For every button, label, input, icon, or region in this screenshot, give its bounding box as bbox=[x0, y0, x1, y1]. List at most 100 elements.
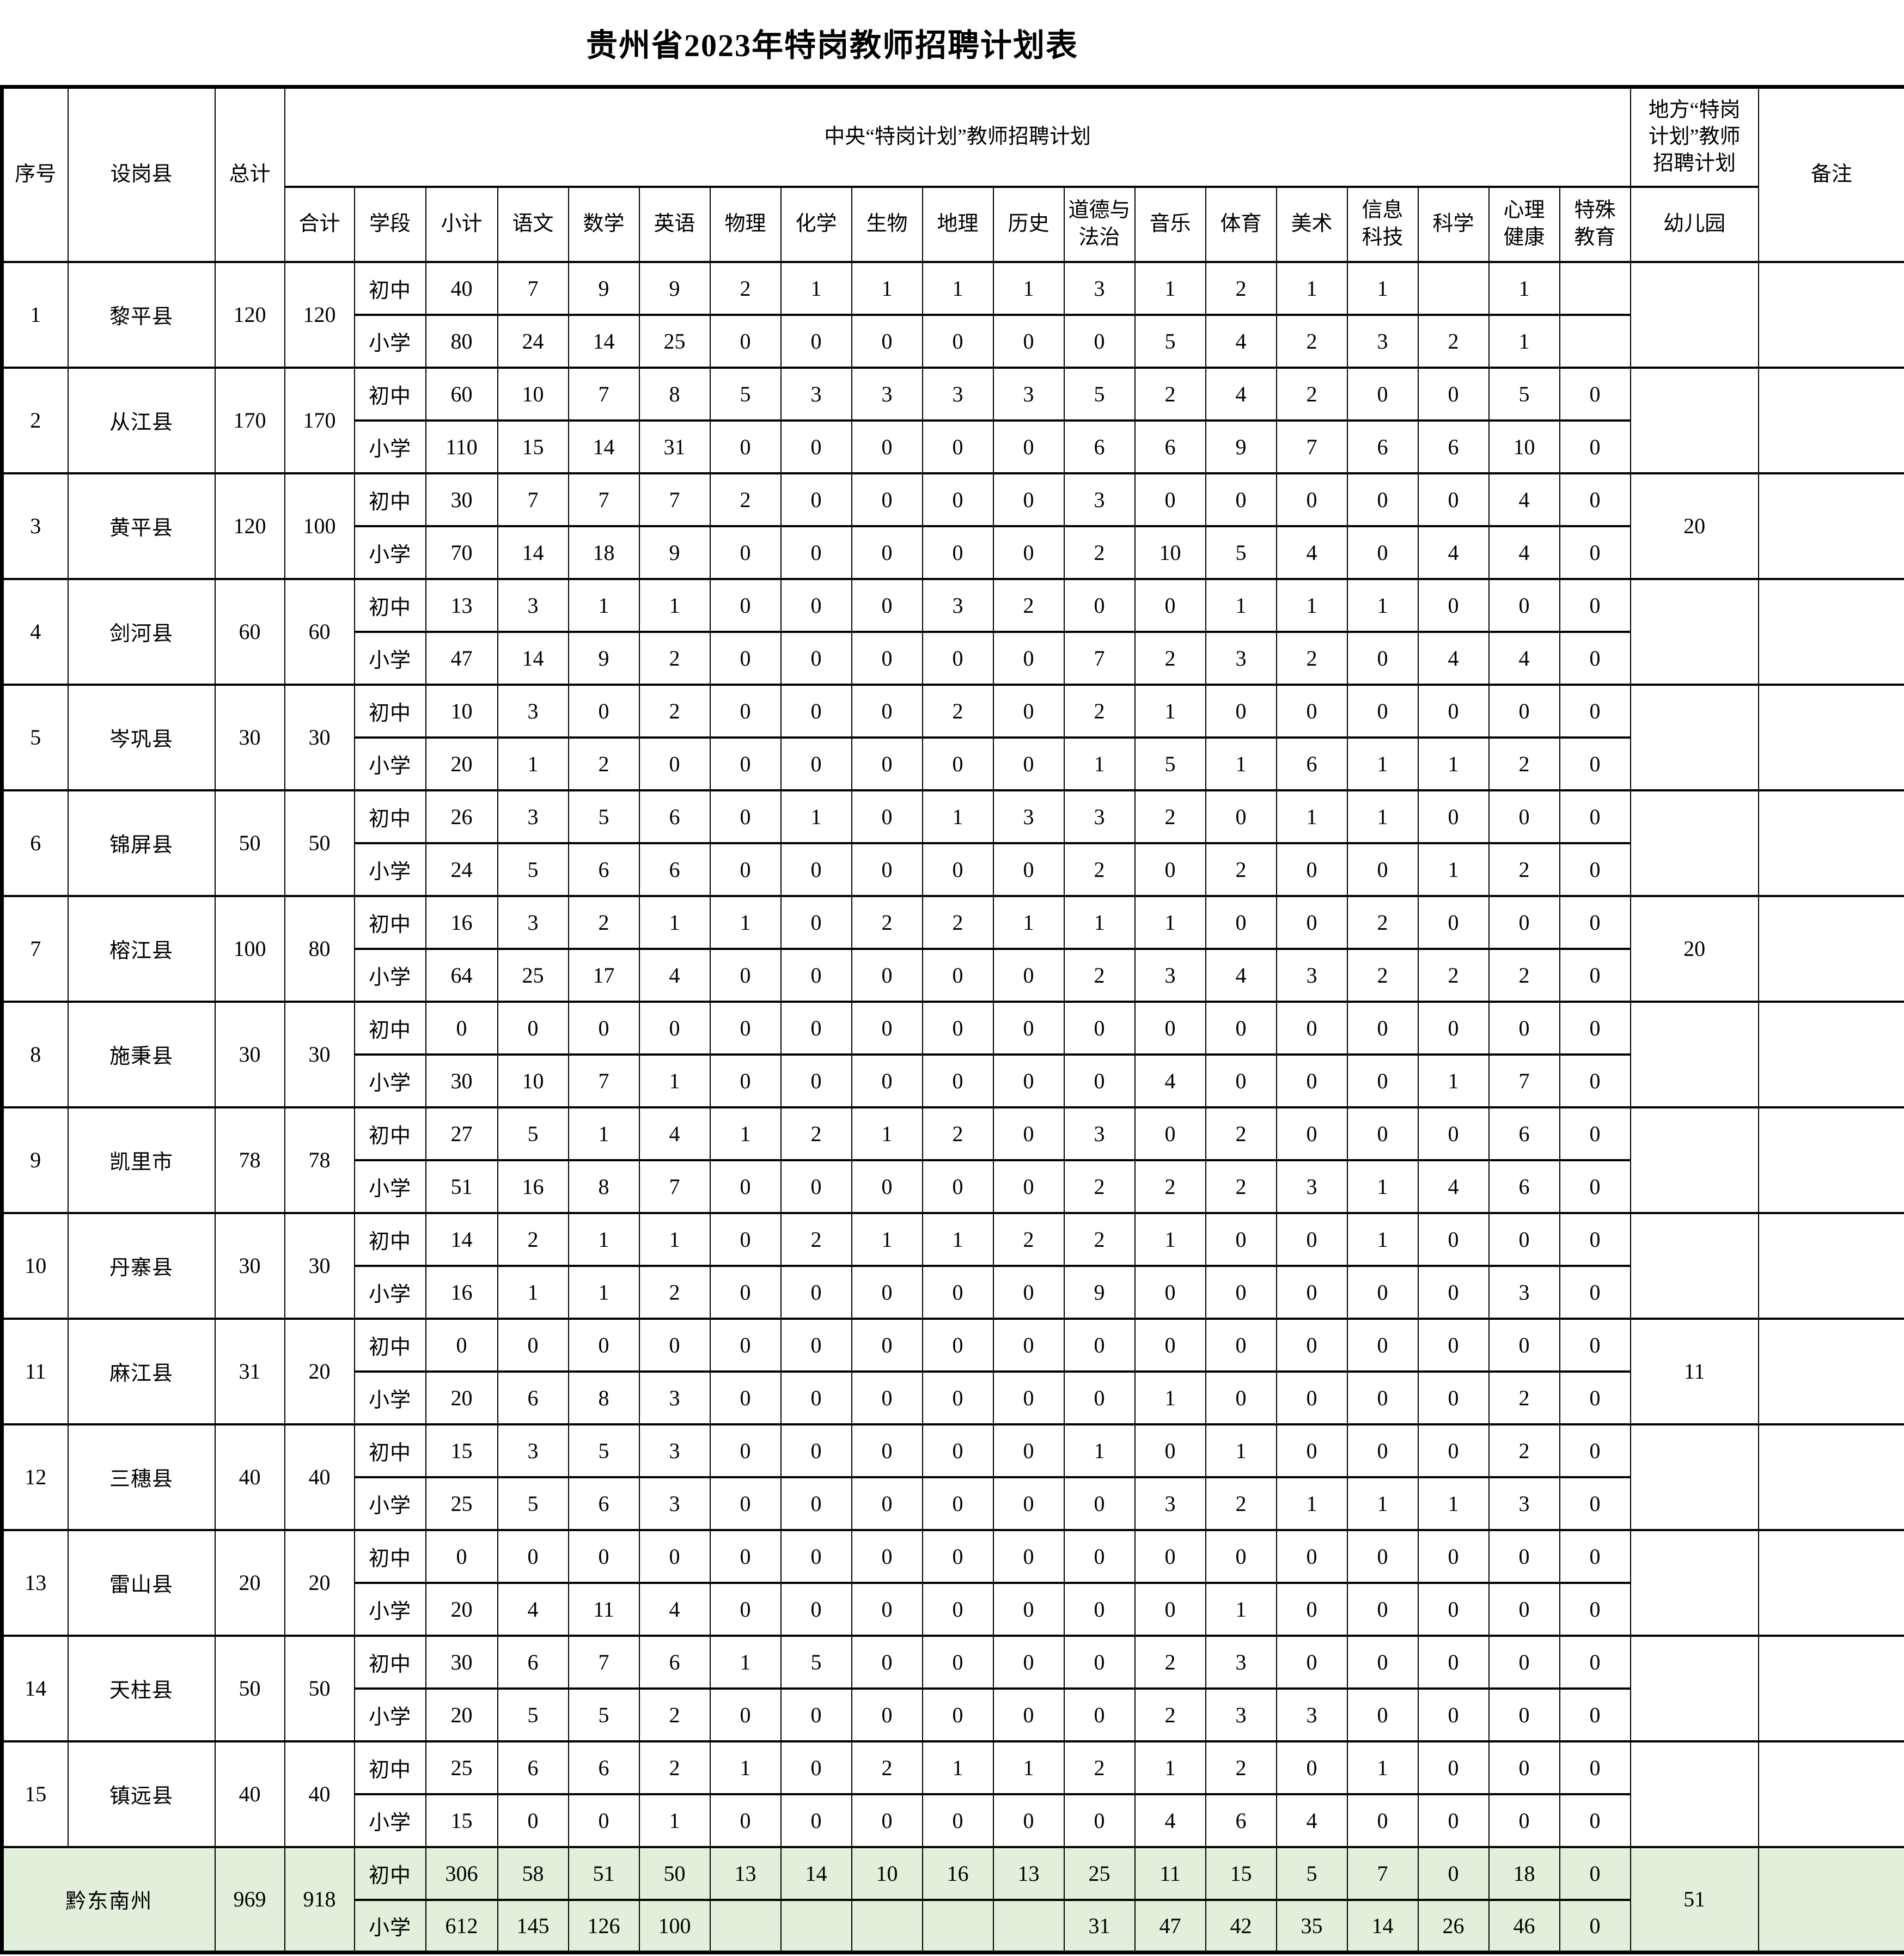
subject-value: 1 bbox=[922, 260, 994, 316]
subject-value: 14 bbox=[780, 1845, 852, 1901]
subject-value: 7 bbox=[1063, 630, 1136, 686]
subject-value: 5 bbox=[497, 1687, 569, 1742]
subtotal-value: 612 bbox=[425, 1898, 498, 1954]
subject-value: 0 bbox=[780, 842, 852, 897]
subject-value: 0 bbox=[1559, 525, 1631, 580]
subject-value: 0 bbox=[992, 1264, 1065, 1320]
subject-value: 11 bbox=[1134, 1845, 1206, 1901]
subject-value: 2 bbox=[922, 683, 994, 739]
stage-label: 初中 bbox=[353, 1106, 426, 1161]
subject-value: 25 bbox=[497, 947, 569, 1003]
subject-value: 0 bbox=[922, 525, 994, 580]
stage-label: 初中 bbox=[353, 683, 426, 739]
subject-value: 0 bbox=[1205, 1370, 1277, 1425]
kindergarten-value: 11 bbox=[1630, 1317, 1759, 1425]
county-name: 丹寨县 bbox=[67, 1211, 216, 1320]
subject-value: 0 bbox=[780, 1317, 852, 1373]
subject-value: 0 bbox=[992, 472, 1065, 527]
header-subject-13: 科学 bbox=[1417, 185, 1490, 263]
subject-value: 0 bbox=[709, 1000, 782, 1056]
header-subject-4: 化学 bbox=[780, 185, 852, 263]
remark-cell bbox=[1757, 1634, 1904, 1742]
subject-value: 0 bbox=[1559, 1159, 1631, 1214]
subject-value: 2 bbox=[1488, 1423, 1560, 1478]
subject-value: 0 bbox=[851, 842, 923, 897]
subject-value: 2 bbox=[851, 894, 923, 950]
subject-value: 0 bbox=[567, 1528, 640, 1584]
subject-value: 100 bbox=[638, 1898, 711, 1954]
subject-value: 0 bbox=[709, 1793, 782, 1848]
subtotal-value: 20 bbox=[425, 736, 498, 791]
stage-label: 小学 bbox=[353, 1476, 426, 1531]
county-name: 天柱县 bbox=[67, 1634, 216, 1742]
stage-label: 小学 bbox=[353, 842, 426, 897]
subtotal-value: 51 bbox=[425, 1159, 498, 1214]
subject-value: 6 bbox=[497, 1740, 569, 1795]
subject-value: 0 bbox=[1346, 630, 1419, 686]
subject-value: 6 bbox=[567, 1740, 640, 1795]
subject-value: 0 bbox=[922, 1581, 994, 1637]
subject-value: 0 bbox=[1205, 1317, 1277, 1373]
subject-value: 1 bbox=[1134, 1370, 1206, 1425]
subject-value: 1 bbox=[1346, 260, 1419, 316]
subject-value: 7 bbox=[567, 366, 640, 422]
remark-cell bbox=[1757, 577, 1904, 686]
subject-value: 0 bbox=[709, 525, 782, 580]
subject-value: 0 bbox=[992, 630, 1065, 686]
subject-value: 0 bbox=[1063, 1634, 1136, 1690]
subject-value: 0 bbox=[922, 1159, 994, 1214]
subject-value: 0 bbox=[1063, 1370, 1136, 1425]
subject-value: 1 bbox=[567, 1211, 640, 1267]
subject-value: 1 bbox=[1134, 894, 1206, 950]
subject-value: 3 bbox=[497, 1423, 569, 1478]
subject-value: 3 bbox=[1276, 947, 1348, 1003]
subject-value: 1 bbox=[1134, 1740, 1206, 1795]
subject-value: 7 bbox=[1346, 1845, 1419, 1901]
county-name: 黄平县 bbox=[67, 472, 216, 580]
subject-value: 0 bbox=[1417, 1317, 1490, 1373]
subject-value: 6 bbox=[567, 1476, 640, 1531]
subject-value: 5 bbox=[1276, 1845, 1348, 1901]
subject-value: 2 bbox=[1488, 1370, 1560, 1425]
subject-value: 0 bbox=[851, 1476, 923, 1531]
subject-value: 2 bbox=[922, 1106, 994, 1161]
subject-value: 0 bbox=[1417, 1581, 1490, 1637]
subject-value: 58 bbox=[497, 1845, 569, 1901]
subject-value: 0 bbox=[780, 1053, 852, 1108]
subject-value: 0 bbox=[1063, 313, 1136, 369]
subject-value: 2 bbox=[1488, 947, 1560, 1003]
subject-value: 0 bbox=[780, 1000, 852, 1056]
subject-value: 145 bbox=[497, 1898, 569, 1954]
remark-cell bbox=[1757, 1740, 1904, 1848]
subject-value: 2 bbox=[1417, 947, 1490, 1003]
row-no: 15 bbox=[1, 1740, 69, 1848]
header-local-plan: 地方“特岗 计划”教师 招聘计划 bbox=[1630, 86, 1759, 188]
subject-value: 0 bbox=[992, 1000, 1065, 1056]
subject-value: 25 bbox=[1063, 1845, 1136, 1901]
subject-value: 0 bbox=[851, 1317, 923, 1373]
subject-value: 14 bbox=[567, 313, 640, 369]
subject-value: 1 bbox=[1417, 842, 1490, 897]
primary-row: 小学 16 1 1 2 0 0 0 0 0 9 0 0 0 0 0 3 0 bbox=[2, 1264, 1904, 1320]
subject-value: 0 bbox=[1559, 1845, 1631, 1901]
subject-value: 0 bbox=[922, 1634, 994, 1690]
subject-value: 6 bbox=[638, 789, 711, 844]
county-name: 岑巩县 bbox=[67, 683, 216, 791]
subject-value: 1 bbox=[922, 789, 994, 844]
subject-value: 0 bbox=[780, 1687, 852, 1742]
subject-value: 2 bbox=[638, 1264, 711, 1320]
row-no: 3 bbox=[1, 472, 69, 580]
subject-value: 2 bbox=[1488, 842, 1560, 897]
subject-value: 4 bbox=[1488, 630, 1560, 686]
subject-value: 0 bbox=[851, 472, 923, 527]
subject-value: 0 bbox=[1559, 1053, 1631, 1108]
kindergarten-value bbox=[1630, 1000, 1759, 1108]
header-subject-5: 生物 bbox=[851, 185, 923, 263]
subject-value: 1 bbox=[1346, 577, 1419, 633]
subject-value: 0 bbox=[1417, 1634, 1490, 1690]
subject-value: 1 bbox=[709, 894, 782, 950]
subject-value: 0 bbox=[1417, 1370, 1490, 1425]
subject-value: 0 bbox=[1346, 1370, 1419, 1425]
subject-value: 0 bbox=[709, 419, 782, 474]
subject-value: 0 bbox=[851, 736, 923, 791]
